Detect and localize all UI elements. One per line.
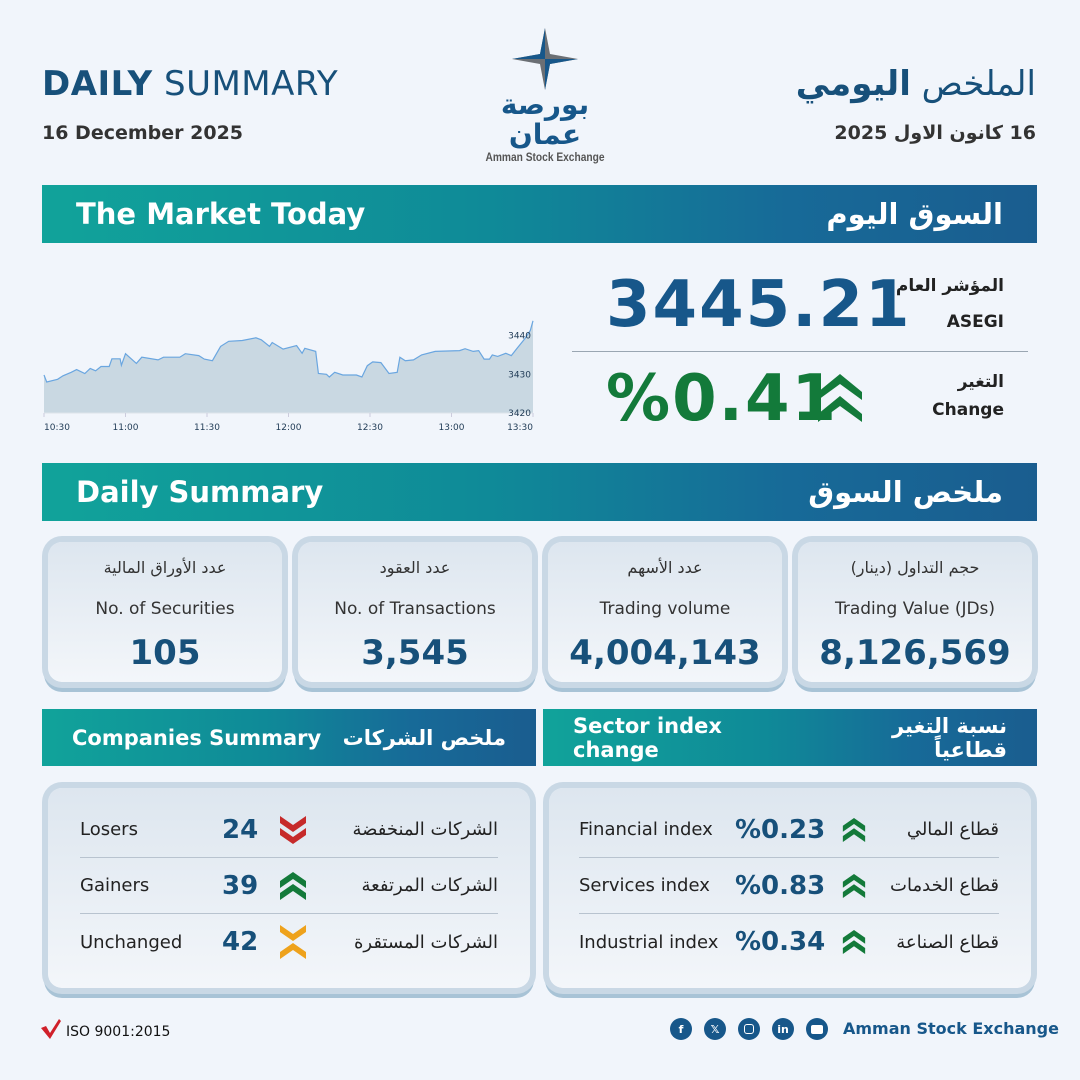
x-tick-label: 10:30 (44, 423, 70, 433)
date-ar: 16 كانون الاول 2025 (834, 122, 1036, 144)
section-title-ar: ملخص السوق (808, 475, 1003, 509)
checkmark-icon (41, 1019, 61, 1039)
list-item: Financial index %0.23 قطاع المالي (579, 802, 999, 858)
section-title-ar: ملخص الشركات (342, 725, 506, 750)
x-tick-label: 11:00 (113, 423, 139, 433)
row-label-ar: قطاع الصناعة (896, 931, 999, 953)
row-value: %0.34 (735, 927, 826, 957)
chevrons-converge-icon (280, 925, 306, 959)
footer-brand: Amman Stock Exchange (843, 1019, 1059, 1038)
double-chevron-up-icon (842, 873, 866, 898)
row-label-en: Losers (80, 819, 138, 840)
stat-card-securities: عدد الأوراق المالية No. of Securities 10… (48, 542, 282, 682)
sector-change-card: Financial index %0.23 قطاع المالي Servic… (549, 788, 1031, 988)
list-item: Unchanged 42 الشركات المستقرة (80, 914, 498, 970)
list-item: Industrial index %0.34 قطاع الصناعة (579, 914, 999, 970)
row-label-ar: قطاع المالي (906, 819, 999, 840)
logo-en: Amman Stock Exchange (485, 150, 605, 164)
section-title-en: Companies Summary (72, 725, 322, 750)
stat-card-value: حجم التداول (دينار) Trading Value (JDs) … (798, 542, 1032, 682)
x-tick-label: 13:30 (507, 423, 533, 433)
list-item: Gainers 39 الشركات المرتفعة (80, 858, 498, 914)
stat-label-ar: عدد الأوراق المالية (103, 558, 227, 577)
row-label-ar: الشركات المستقرة (353, 931, 498, 953)
row-value: 39 (222, 870, 259, 901)
stat-label-en: Trading volume (599, 599, 731, 619)
stat-label-en: Trading Value (JDs) (834, 599, 996, 619)
companies-summary-card: Losers 24 الشركات المنخفضة Gainers 39 ال… (48, 788, 530, 988)
double-chevron-down-icon (280, 815, 306, 844)
double-chevron-up-icon (818, 374, 862, 422)
row-label-ar: الشركات المرتفعة (361, 875, 498, 896)
row-label-en: Industrial index (579, 931, 719, 953)
index-value: 3445.21 (606, 268, 912, 342)
x-icon[interactable]: 𝕏 (704, 1018, 726, 1040)
daily-summary-banner: Daily Summary ملخص السوق (42, 463, 1037, 521)
stat-value: 105 (129, 633, 201, 673)
change-label-en: Change (932, 400, 1004, 420)
page-title-ar: الملخص اليومي (795, 64, 1036, 104)
row-label-en: Financial index (579, 819, 713, 840)
companies-summary-banner: Companies Summary ملخص الشركات (42, 709, 536, 766)
logo-ar: بورصة عمان (500, 88, 590, 151)
iso-label: ISO 9001:2015 (66, 1024, 171, 1040)
row-value: 42 (222, 927, 259, 957)
stat-value: 3,545 (361, 633, 469, 673)
x-tick-label: 12:30 (357, 423, 383, 433)
double-chevron-up-icon (280, 871, 306, 900)
divider (572, 351, 1028, 352)
row-value: 24 (222, 814, 259, 845)
x-tick-label: 12:00 (276, 423, 302, 433)
change-value: %0.41 (606, 362, 839, 436)
double-chevron-up-icon (842, 817, 866, 842)
ase-logo: بورصة عمان Amman Stock Exchange (470, 28, 620, 164)
row-label-ar: الشركات المنخفضة (352, 819, 498, 840)
change-label-ar: التغير (957, 372, 1004, 392)
y-tick-label: 3440 (508, 332, 531, 342)
row-label-en: Unchanged (80, 931, 183, 953)
youtube-icon[interactable] (806, 1018, 828, 1040)
date-en: 16 December 2025 (42, 122, 244, 144)
stat-card-transactions: عدد العقود No. of Transactions 3,545 (298, 542, 532, 682)
section-title-ar: نسبة التغير قطاعياً (891, 713, 1007, 762)
row-label-en: Gainers (80, 875, 150, 896)
star-logo-icon (512, 28, 578, 90)
section-title-ar: السوق اليوم (826, 197, 1003, 231)
facebook-icon[interactable]: f (670, 1018, 692, 1040)
stat-value: 8,126,569 (819, 633, 1011, 673)
stat-label-en: No. of Transactions (334, 599, 496, 619)
section-title-en: Daily Summary (76, 475, 324, 509)
market-today-banner: The Market Today السوق اليوم (42, 185, 1037, 243)
section-title-en: Sector index change (573, 713, 722, 762)
x-tick-label: 13:00 (439, 423, 465, 433)
stat-value: 4,004,143 (569, 633, 761, 673)
stat-card-volume: عدد الأسهم Trading volume 4,004,143 (548, 542, 782, 682)
instagram-icon[interactable] (738, 1018, 760, 1040)
row-value: %0.83 (735, 870, 826, 901)
row-label-ar: قطاع الخدمات (890, 875, 999, 896)
stat-label-en: No. of Securities (95, 599, 235, 619)
x-tick-label: 11:30 (194, 423, 220, 433)
sector-change-banner: Sector index change نسبة التغير قطاعياً (543, 709, 1037, 766)
row-label-en: Services index (579, 875, 710, 896)
list-item: Services index %0.83 قطاع الخدمات (579, 858, 999, 914)
section-title-en: The Market Today (76, 197, 366, 231)
stat-label-ar: عدد العقود (379, 558, 451, 577)
stat-label-ar: عدد الأسهم (627, 558, 703, 577)
double-chevron-up-icon (842, 930, 866, 954)
y-tick-label: 3430 (508, 370, 531, 380)
index-chart: 10:30 11:00 11:30 12:00 12:30 13:00 13:30 3420 3… (43, 320, 534, 433)
chart-line (43, 320, 534, 383)
stat-label-ar: حجم التداول (دينار) (850, 558, 980, 577)
linkedin-icon[interactable]: in (772, 1018, 794, 1040)
list-item: Losers 24 الشركات المنخفضة (80, 802, 498, 858)
row-value: %0.23 (735, 814, 826, 845)
chart-area (44, 320, 533, 413)
page-title-en: DAILY SUMMARY (42, 64, 339, 104)
y-tick-label: 3420 (508, 409, 531, 419)
index-label-en: ASEGI (946, 312, 1004, 332)
index-label-ar: المؤشر العام (895, 276, 1004, 296)
